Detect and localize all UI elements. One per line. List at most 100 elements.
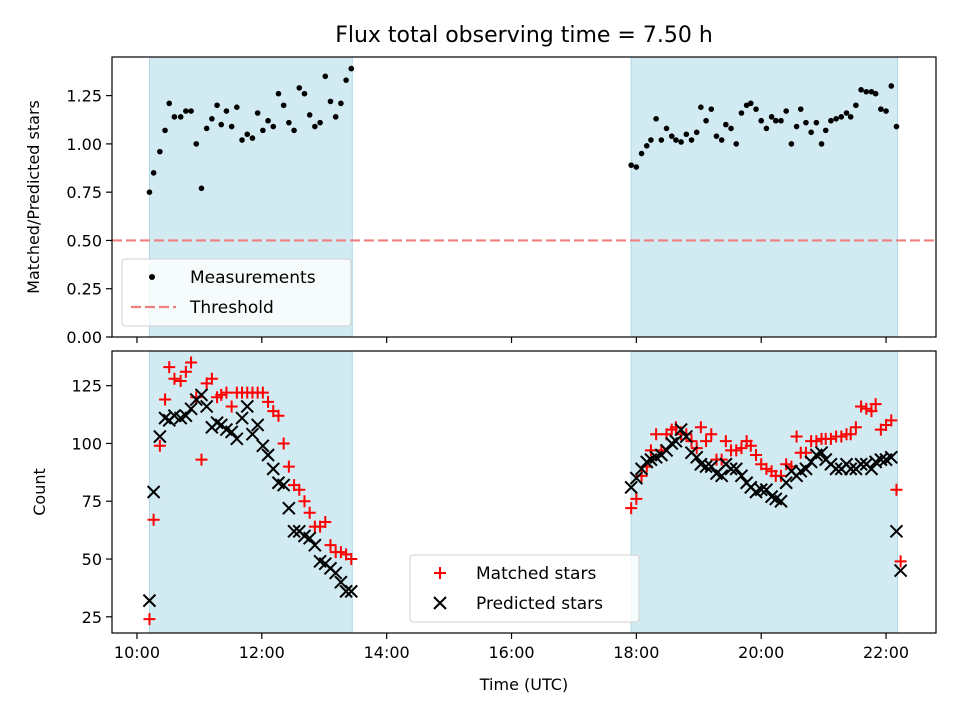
x-tick-label-2: 14:00 bbox=[364, 643, 410, 662]
top-x-ticks bbox=[136, 337, 887, 343]
bottom-s1-point-22 bbox=[256, 439, 270, 453]
bottom-y-tick-label-0: 25 bbox=[82, 608, 102, 627]
top-s0-point-45 bbox=[653, 115, 659, 122]
top-s0-point-79 bbox=[822, 127, 829, 134]
bottom-s1-point-18 bbox=[235, 411, 249, 425]
top-y-tick-label-5: 1.25 bbox=[66, 87, 102, 106]
top-s0-point-31 bbox=[306, 112, 313, 118]
chart-title: Flux total observing time = 7.50 h bbox=[335, 23, 713, 48]
top-s0-point-87 bbox=[863, 88, 870, 95]
top-s0-point-7 bbox=[183, 108, 189, 114]
top-s0-point-69 bbox=[772, 117, 779, 124]
bottom-s1-point-40 bbox=[624, 480, 638, 495]
bottom-s0-point-44 bbox=[644, 444, 657, 457]
bottom-s1-point-75 bbox=[799, 462, 813, 476]
top-s0-point-60 bbox=[728, 125, 734, 132]
bottom-s1-point-39 bbox=[344, 584, 359, 599]
legend-predicted-label: Predicted stars bbox=[476, 594, 603, 614]
bottom-s1-point-51 bbox=[679, 429, 694, 444]
top-s0-point-63 bbox=[743, 102, 750, 109]
bottom-s1-point-21 bbox=[250, 418, 265, 432]
top-points bbox=[146, 65, 900, 195]
top-s0-point-35 bbox=[327, 98, 334, 105]
top-s0-point-30 bbox=[301, 90, 308, 97]
bottom-s1-point-86 bbox=[854, 457, 868, 471]
top-s0-point-38 bbox=[343, 77, 349, 83]
bottom-s1-point-55 bbox=[699, 459, 713, 474]
bottom-s1-point-50 bbox=[674, 422, 688, 437]
top-s0-point-20 bbox=[249, 135, 256, 141]
top-y-tick-label-3: 0.75 bbox=[66, 183, 102, 202]
bottom-s1-point-2 bbox=[153, 429, 167, 444]
bottom-s0-point-7 bbox=[179, 365, 192, 378]
bottom-s1-point-93 bbox=[889, 524, 904, 539]
top-s0-point-59 bbox=[723, 121, 729, 128]
top-s0-point-34 bbox=[322, 73, 329, 80]
bottom-s1-point-13 bbox=[210, 415, 224, 430]
bottom-s1-point-78 bbox=[814, 445, 829, 460]
bottom-s1-point-58 bbox=[714, 469, 729, 483]
top-s0-point-58 bbox=[718, 137, 725, 143]
bottom-s1-point-71 bbox=[779, 476, 793, 490]
top-s0-point-54 bbox=[698, 104, 704, 111]
bottom-s0-point-73 bbox=[790, 430, 803, 443]
bottom-s0-point-2 bbox=[153, 439, 166, 452]
bottom-s0-point-34 bbox=[319, 516, 332, 529]
bottom-s1-point-41 bbox=[629, 471, 644, 485]
bottom-s0-point-61 bbox=[730, 444, 743, 457]
top-s0-point-9 bbox=[193, 141, 200, 147]
top-s0-point-32 bbox=[312, 123, 318, 130]
top-s0-point-77 bbox=[813, 119, 820, 126]
legend-measurements-label: Measurements bbox=[190, 268, 316, 288]
bottom-s1-point-68 bbox=[764, 489, 779, 504]
top-s0-point-68 bbox=[768, 114, 775, 120]
top-s0-point-78 bbox=[818, 141, 825, 147]
top-s0-point-28 bbox=[291, 127, 297, 134]
bottom-s1-point-28 bbox=[287, 524, 301, 539]
bottom-s1-point-94 bbox=[893, 563, 908, 578]
top-s0-point-25 bbox=[275, 90, 282, 97]
bottom-s1-point-66 bbox=[754, 482, 768, 497]
top-s0-point-73 bbox=[793, 123, 800, 130]
bottom-s1-point-60 bbox=[724, 462, 738, 476]
bottom-s1-point-0 bbox=[142, 593, 157, 608]
top-s0-point-22 bbox=[260, 127, 266, 134]
x-axis-label: Time (UTC) bbox=[479, 675, 568, 694]
top-s0-point-84 bbox=[847, 114, 854, 120]
top-s0-point-62 bbox=[738, 110, 745, 116]
legend-predicted-marker bbox=[433, 596, 447, 610]
top-shading bbox=[148, 56, 899, 338]
top-y-tick-label-0: 0.00 bbox=[66, 328, 102, 347]
top-s0-point-64 bbox=[748, 100, 754, 107]
top-s0-point-26 bbox=[280, 102, 287, 109]
top-y-axis-label: Matched/Predicted stars bbox=[24, 100, 43, 294]
bottom-s0-point-0 bbox=[143, 613, 156, 626]
top-s0-point-11 bbox=[203, 125, 210, 132]
bottom-s0-point-5 bbox=[168, 372, 181, 385]
top-s0-point-3 bbox=[162, 127, 168, 134]
top-frame bbox=[111, 56, 937, 338]
bottom-s0-point-37 bbox=[334, 546, 347, 559]
bottom-s0-point-67 bbox=[760, 462, 773, 475]
top-s0-point-88 bbox=[868, 88, 875, 95]
top-y-tick-label-2: 0.50 bbox=[66, 231, 102, 250]
legend-measurements-marker bbox=[149, 274, 155, 280]
top-s0-point-29 bbox=[296, 85, 303, 91]
top-s0-point-0 bbox=[146, 189, 153, 195]
top-legend-box bbox=[121, 258, 352, 327]
top-s0-point-13 bbox=[214, 102, 220, 109]
bottom-s0-point-87 bbox=[860, 402, 873, 415]
bottom-frame bbox=[111, 350, 937, 634]
top-s0-point-36 bbox=[332, 114, 339, 120]
top-s0-point-41 bbox=[633, 164, 640, 170]
bottom-s0-point-39 bbox=[345, 553, 358, 566]
bottom-s1-point-92 bbox=[884, 450, 898, 465]
top-s0-point-81 bbox=[833, 115, 839, 122]
top-s0-point-46 bbox=[658, 137, 665, 143]
bottom-s0-point-22 bbox=[256, 386, 269, 399]
bottom-s1-point-43 bbox=[640, 455, 654, 469]
bottom-s0-point-64 bbox=[744, 439, 757, 452]
top-s0-point-1 bbox=[150, 170, 157, 176]
x-tick-label-3: 16:00 bbox=[488, 643, 534, 662]
